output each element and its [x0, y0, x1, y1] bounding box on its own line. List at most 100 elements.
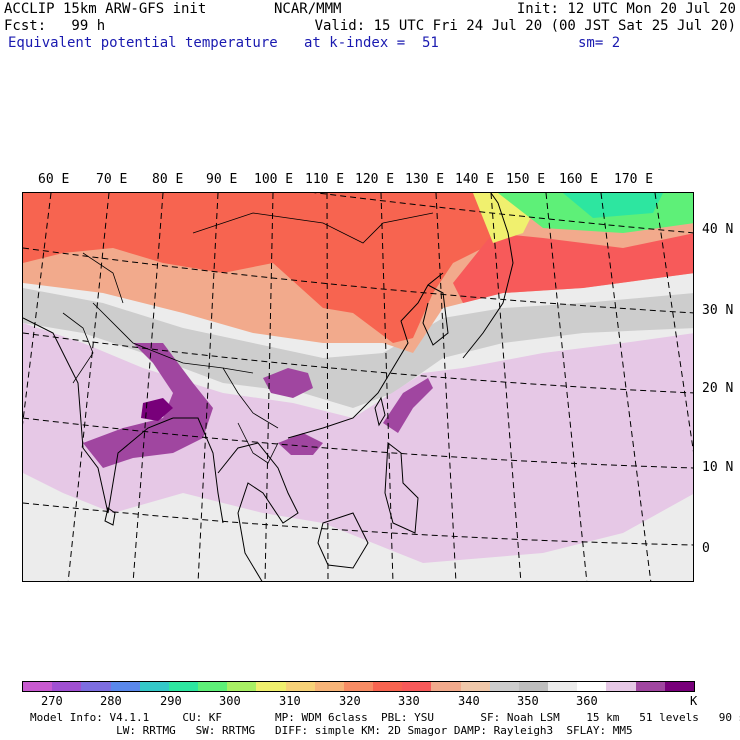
lon-label: 150 E: [506, 172, 546, 187]
smoothing: sm= 2: [578, 35, 621, 51]
lat-label: 20 N: [702, 381, 734, 396]
init-time: Init: 12 UTC Mon 20 Jul 20: [516, 1, 736, 17]
parallel-30n: [23, 247, 693, 314]
title-line-1-left: ACCLIP 15km ARW-GFS init: [4, 1, 207, 17]
peak-theta-purple-taiwan-strait: [383, 378, 433, 433]
colorbar-segment: [139, 682, 169, 691]
coastline-borneo: [317, 512, 369, 569]
colorbar-tick-label: 270: [41, 694, 63, 708]
colorbar-segment: [489, 682, 519, 691]
coastline-philippines: [384, 442, 419, 534]
meridian-80e: [132, 193, 164, 581]
colorbar-tick-label: 330: [398, 694, 420, 708]
border-china-india-north: [82, 252, 124, 304]
peak-theta-dark-core: [141, 398, 173, 421]
meridian-150e: [545, 193, 588, 581]
colorbar-segment: [460, 682, 490, 691]
coastline-china-east: [287, 272, 444, 439]
colorbar-tick-label: 360: [576, 694, 598, 708]
meridian-100e: [264, 193, 274, 581]
coastline-arabian-sea-india: [23, 317, 174, 514]
colorbar-tick-label: 300: [219, 694, 241, 708]
colorbar-segment: [314, 682, 344, 691]
hot-theta-red-east: [453, 233, 693, 303]
forecast-hour: Fcst: 99 h: [4, 18, 106, 34]
colorbar-segment: [227, 682, 257, 691]
meridian-140e: [490, 193, 522, 581]
border-himalaya: [92, 302, 254, 374]
colorbar-segment: [518, 682, 549, 691]
lat-label: 0: [702, 541, 710, 556]
colorbar-tick-label: 280: [100, 694, 122, 708]
lon-label: 140 E: [455, 172, 495, 187]
coastline-taiwan: [374, 396, 386, 427]
model-info-line-2: LW: RRTMG SW: RRTMG DIFF: simple KM: 2D …: [30, 724, 633, 737]
coastline-korea: [422, 284, 449, 346]
coastline-indochina: [217, 442, 299, 581]
colorbar-segment: [431, 682, 461, 691]
cool-theta-teal-region: [563, 193, 663, 218]
colorbar-segment: [52, 682, 82, 691]
peak-theta-purple-china: [263, 368, 313, 398]
colorbar-segment: [198, 682, 228, 691]
meridian-170e: [654, 193, 693, 452]
lon-label: 70 E: [96, 172, 128, 187]
colorbar-segment: [168, 682, 199, 691]
colorbar-tick-label: 290: [160, 694, 182, 708]
meridian-70e: [67, 193, 110, 581]
low-theta-gray-band: [23, 288, 693, 408]
coastline-japan: [462, 193, 514, 359]
field-name: Equivalent potential temperature: [8, 35, 278, 51]
lon-label: 90 E: [206, 172, 238, 187]
colorbar-segment: [81, 682, 111, 691]
meridian-160e: [600, 193, 652, 581]
lon-label: 100 E: [254, 172, 294, 187]
colorbar-segment: [110, 682, 140, 691]
parallel-20n: [23, 332, 693, 394]
model-info-line-1: Model Info: V4.1.1 CU: KF MP: WDM 6class…: [30, 711, 740, 724]
colorbar-segment: [373, 682, 403, 691]
meridian-110e: [326, 193, 329, 581]
colorbar-segment: [577, 682, 607, 691]
meridian-120e: [380, 193, 394, 581]
map-panel: [22, 192, 694, 582]
meridian-130e: [435, 193, 457, 581]
peak-theta-purple-india: [83, 343, 213, 468]
level-index: at k-index = 51: [304, 35, 439, 51]
lon-label: 110 E: [305, 172, 345, 187]
lat-label: 40 N: [702, 222, 734, 237]
coastline-sri-lanka: [104, 507, 116, 526]
colorbar-segment: [548, 682, 578, 691]
theta-e-map: [23, 193, 693, 581]
lon-label: 120 E: [355, 172, 395, 187]
colorbar-segment: [635, 682, 665, 691]
colorbar-segment: [606, 682, 636, 691]
colorbar-tick-label: 310: [279, 694, 301, 708]
border-myanmar-china: [222, 367, 279, 429]
lon-label: 160 E: [559, 172, 599, 187]
lon-label: 80 E: [152, 172, 184, 187]
lon-label: 130 E: [405, 172, 445, 187]
color-scale-bar: [22, 681, 695, 692]
lat-label: 30 N: [702, 303, 734, 318]
parallel-10n: [23, 417, 693, 469]
lon-label: 60 E: [38, 172, 70, 187]
colorbar-tick-label: K: [690, 694, 698, 708]
coastline-bay-of-bengal: [173, 417, 224, 524]
lon-label: 170 E: [614, 172, 654, 187]
meridian-60e: [23, 193, 52, 425]
peak-theta-purple-indochina: [278, 433, 323, 455]
colorbar-segment: [23, 682, 53, 691]
country-borders: [62, 212, 434, 464]
colorbar-tick-label: 340: [458, 694, 480, 708]
lat-label: 10 N: [702, 460, 734, 475]
colorbar-segment: [402, 682, 432, 691]
parallel-0: [23, 502, 693, 546]
graticule: [23, 193, 693, 581]
meridian-90e: [197, 193, 219, 581]
colorbar-tick-label: 350: [517, 694, 539, 708]
colorbar-segment: [343, 682, 374, 691]
colorbar-segment: [256, 682, 286, 691]
border-mongolia: [192, 212, 434, 244]
border-pakistan-india: [62, 312, 94, 384]
